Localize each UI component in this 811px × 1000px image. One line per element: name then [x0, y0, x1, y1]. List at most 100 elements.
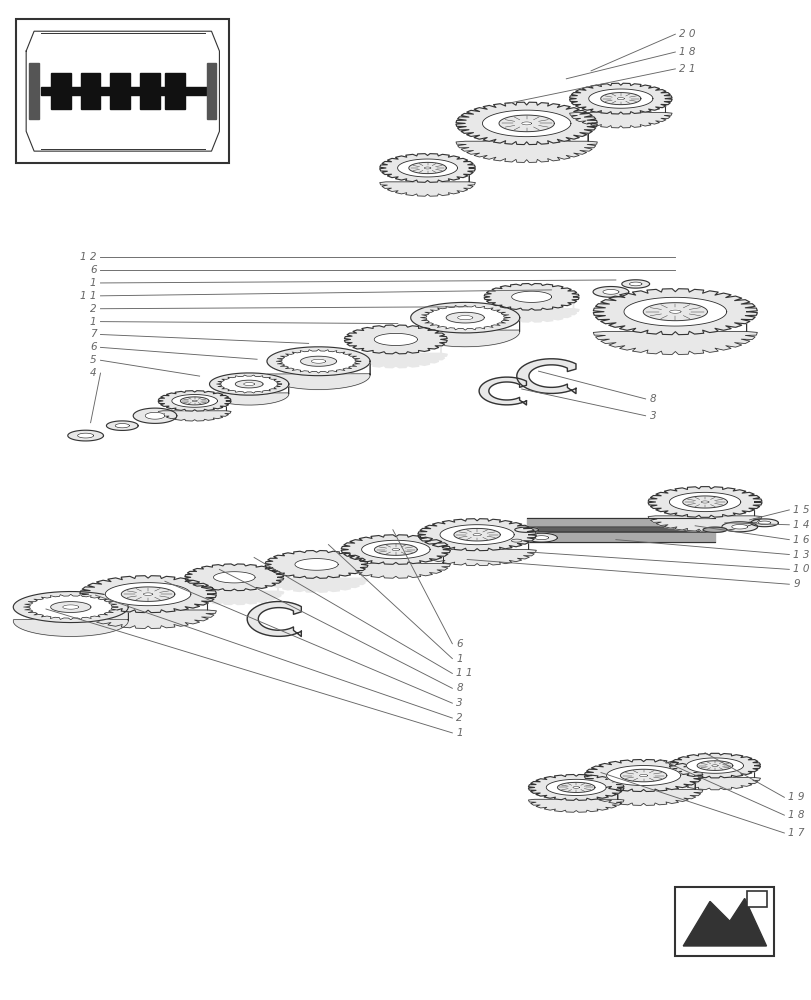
- Polygon shape: [374, 333, 417, 346]
- Text: 1: 1: [90, 317, 97, 327]
- Polygon shape: [525, 533, 556, 542]
- Text: 1 7: 1 7: [787, 828, 804, 838]
- Polygon shape: [374, 544, 417, 555]
- Bar: [16, 19, 229, 163]
- Polygon shape: [557, 787, 594, 801]
- Polygon shape: [185, 564, 283, 591]
- Polygon shape: [26, 31, 219, 151]
- Polygon shape: [757, 521, 770, 525]
- Polygon shape: [584, 776, 702, 805]
- Polygon shape: [711, 765, 717, 766]
- Polygon shape: [341, 535, 450, 564]
- Polygon shape: [483, 297, 578, 322]
- Polygon shape: [588, 89, 652, 108]
- Polygon shape: [440, 525, 513, 545]
- Polygon shape: [697, 766, 732, 779]
- Text: 3: 3: [456, 698, 462, 708]
- Text: 1 4: 1 4: [792, 520, 809, 530]
- Polygon shape: [623, 297, 726, 326]
- Text: 4: 4: [90, 368, 97, 378]
- Polygon shape: [528, 775, 624, 800]
- Text: 1 1: 1 1: [456, 668, 472, 678]
- Polygon shape: [397, 159, 457, 177]
- Polygon shape: [504, 537, 528, 544]
- Polygon shape: [620, 776, 666, 791]
- Text: 2: 2: [90, 304, 97, 314]
- Polygon shape: [456, 102, 597, 145]
- Polygon shape: [133, 408, 177, 423]
- Polygon shape: [423, 167, 431, 169]
- Polygon shape: [453, 535, 500, 551]
- Polygon shape: [140, 73, 160, 109]
- Polygon shape: [669, 310, 680, 313]
- Polygon shape: [606, 766, 680, 786]
- Polygon shape: [145, 412, 165, 419]
- Polygon shape: [420, 305, 509, 330]
- Polygon shape: [24, 594, 118, 620]
- Text: 2 0: 2 0: [679, 29, 695, 39]
- Text: 1 9: 1 9: [787, 792, 804, 802]
- Polygon shape: [697, 761, 732, 770]
- Polygon shape: [192, 400, 197, 402]
- Polygon shape: [668, 766, 760, 790]
- Polygon shape: [445, 312, 483, 323]
- Polygon shape: [514, 527, 538, 532]
- Polygon shape: [569, 83, 672, 114]
- Polygon shape: [410, 316, 519, 347]
- Polygon shape: [79, 594, 216, 628]
- Polygon shape: [685, 758, 743, 773]
- Polygon shape: [79, 576, 216, 613]
- Polygon shape: [516, 359, 575, 394]
- Polygon shape: [647, 502, 761, 531]
- Polygon shape: [600, 93, 640, 105]
- Text: 2: 2: [456, 713, 462, 723]
- Polygon shape: [51, 73, 71, 109]
- Text: 7: 7: [90, 329, 97, 339]
- Polygon shape: [361, 540, 430, 559]
- Polygon shape: [121, 587, 174, 601]
- Polygon shape: [456, 123, 597, 162]
- Text: 8: 8: [649, 394, 655, 404]
- Polygon shape: [341, 550, 450, 578]
- Polygon shape: [180, 397, 208, 405]
- Polygon shape: [528, 787, 624, 812]
- Polygon shape: [13, 606, 128, 636]
- Polygon shape: [267, 360, 370, 390]
- Polygon shape: [482, 110, 570, 137]
- Polygon shape: [526, 518, 714, 542]
- Polygon shape: [265, 551, 367, 578]
- Polygon shape: [235, 380, 263, 388]
- Polygon shape: [557, 782, 594, 792]
- Polygon shape: [668, 492, 740, 512]
- Polygon shape: [13, 592, 128, 623]
- Polygon shape: [731, 525, 747, 529]
- Polygon shape: [521, 122, 531, 125]
- Polygon shape: [593, 289, 757, 335]
- Polygon shape: [682, 898, 766, 946]
- Text: 6: 6: [90, 342, 97, 352]
- Polygon shape: [143, 593, 152, 595]
- Polygon shape: [569, 99, 672, 128]
- Text: 1: 1: [456, 728, 462, 738]
- Text: 1 6: 1 6: [792, 535, 809, 545]
- Polygon shape: [511, 539, 521, 542]
- Polygon shape: [62, 605, 79, 609]
- Polygon shape: [344, 325, 447, 354]
- Polygon shape: [41, 87, 209, 95]
- Polygon shape: [592, 287, 628, 297]
- Text: 1 8: 1 8: [787, 810, 804, 820]
- Polygon shape: [642, 303, 706, 321]
- Polygon shape: [408, 168, 446, 183]
- Polygon shape: [344, 339, 447, 368]
- Polygon shape: [165, 73, 185, 109]
- Polygon shape: [584, 760, 702, 792]
- Text: 3: 3: [649, 411, 655, 421]
- Polygon shape: [682, 496, 727, 508]
- Polygon shape: [121, 594, 174, 612]
- Polygon shape: [573, 787, 579, 788]
- Polygon shape: [209, 383, 289, 405]
- Polygon shape: [374, 550, 417, 565]
- Polygon shape: [300, 356, 337, 366]
- Polygon shape: [621, 280, 649, 288]
- Text: 8: 8: [456, 683, 462, 693]
